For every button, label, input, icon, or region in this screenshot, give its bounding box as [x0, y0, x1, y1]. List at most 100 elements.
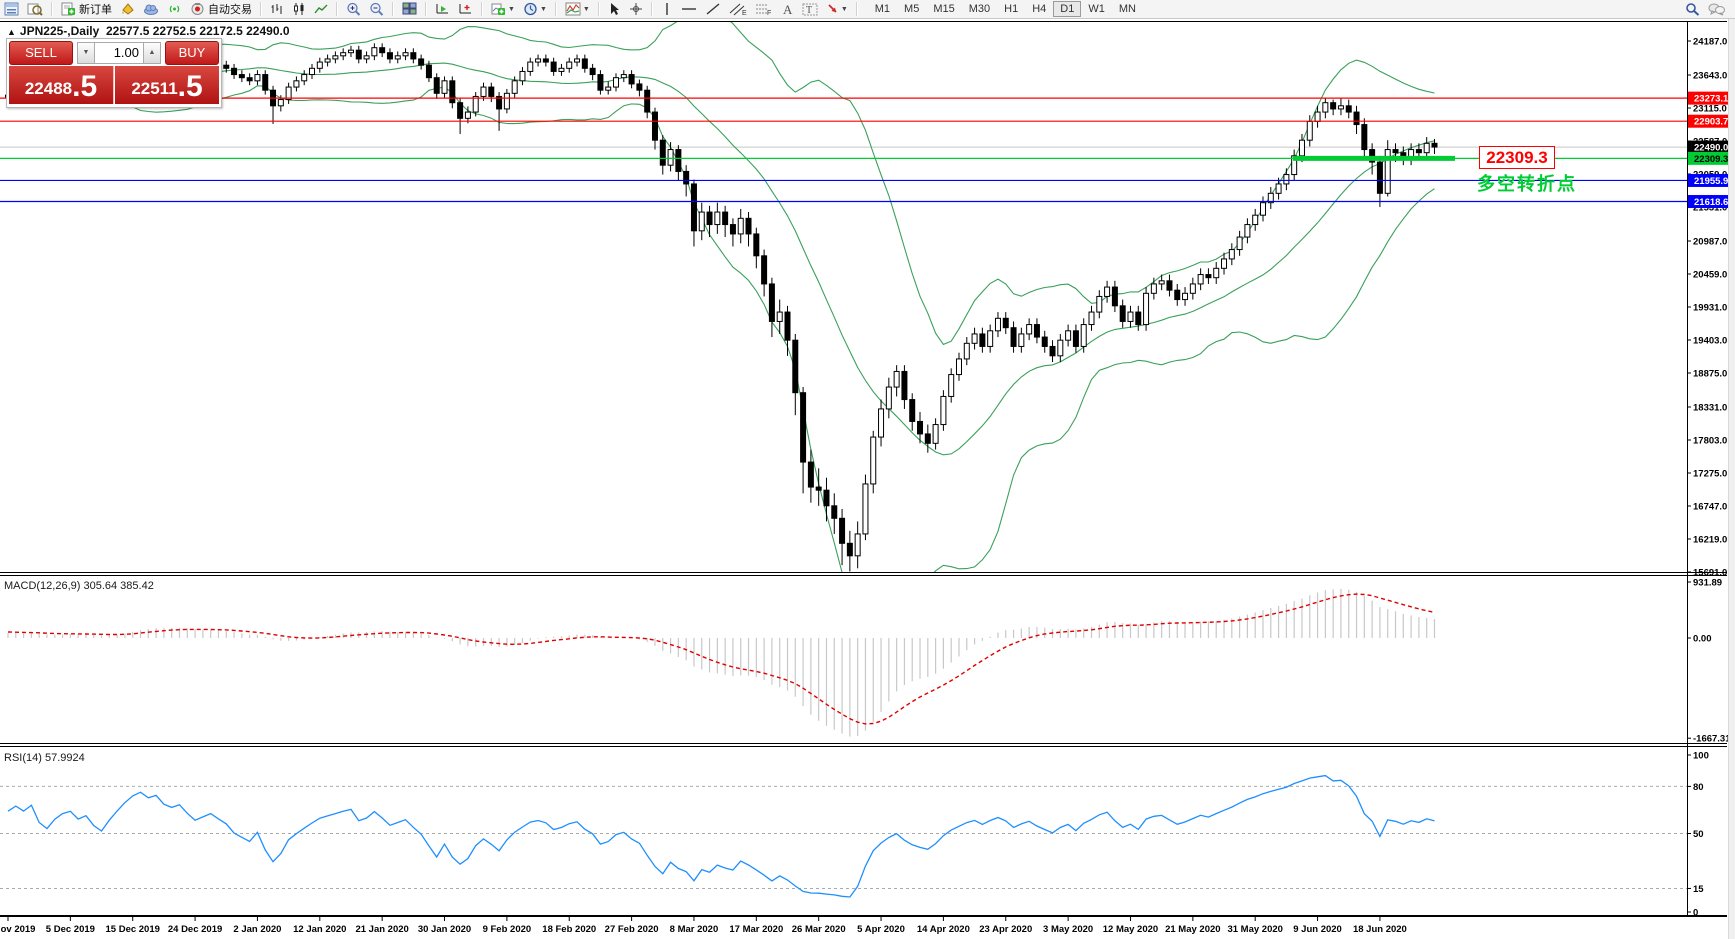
volume-input[interactable]: 1.00 — [95, 42, 143, 64]
vertical-scrollbar[interactable] — [1728, 19, 1735, 939]
buy-price-main: 22511 — [131, 79, 178, 98]
new-order-button[interactable]: 新订单 — [58, 1, 115, 17]
crosshair-button[interactable] — [626, 1, 646, 17]
svg-text:26 Mar 2020: 26 Mar 2020 — [792, 924, 846, 935]
tile-windows-button[interactable] — [399, 1, 420, 17]
preview-icon — [27, 2, 43, 16]
price-axis[interactable]: 24187.023643.023115.022587.022059.021531… — [1687, 37, 1731, 919]
svg-text:5 Dec 2019: 5 Dec 2019 — [46, 924, 95, 935]
sell-price-display[interactable]: 22488.5 — [9, 66, 114, 104]
chat-button[interactable] — [1705, 1, 1728, 17]
timeframe-h4[interactable]: H4 — [1032, 3, 1047, 15]
toolbar-separator — [392, 2, 394, 16]
timeframe-m1[interactable]: M1 — [874, 3, 891, 15]
candlestick-chart-button[interactable] — [289, 1, 309, 17]
chart-list-button[interactable] — [1, 1, 22, 17]
toolbar-separator — [51, 2, 53, 16]
horizontal-line-icon — [681, 2, 697, 16]
svg-text:22903.7: 22903.7 — [1694, 117, 1728, 128]
dropdown-arrow-icon: ▼ — [840, 5, 848, 13]
new-chart-icon — [491, 2, 506, 16]
trend-line-button[interactable] — [702, 1, 724, 17]
svg-text:21 May 2020: 21 May 2020 — [1165, 924, 1220, 935]
timeframe-m30[interactable]: M30 — [968, 3, 991, 15]
svg-text:F: F — [767, 10, 771, 16]
volume-increase-button[interactable]: ▲ — [143, 42, 161, 64]
auto-scroll-button[interactable] — [432, 1, 453, 17]
svg-text:15691.0: 15691.0 — [1693, 568, 1727, 579]
bar-chart-icon — [270, 2, 284, 16]
chat-icon — [1708, 2, 1725, 16]
auto-scroll-icon — [435, 2, 450, 16]
timeframe-m5[interactable]: M5 — [904, 3, 920, 15]
buy-price-display[interactable]: 22511.5 — [115, 66, 219, 104]
horizontal-line-objects[interactable] — [0, 97, 1687, 203]
date-axis[interactable]: 26 Nov 2019 5 Dec 2019 15 Dec 2019 24 Dec 2… — [0, 917, 1407, 935]
text-label-icon: T — [802, 2, 818, 16]
svg-text:31 May 2020: 31 May 2020 — [1227, 924, 1282, 935]
cursor-button[interactable] — [605, 1, 624, 17]
trend-line-icon — [705, 2, 721, 16]
styles-button[interactable] — [117, 1, 138, 17]
signals-button[interactable] — [164, 1, 185, 17]
price-callout-box[interactable]: 22309.3 — [1479, 146, 1555, 169]
zoom-in-button[interactable] — [343, 1, 364, 17]
equidistant-channel-button[interactable]: E — [726, 1, 750, 17]
svg-text:-1667.31: -1667.31 — [1693, 734, 1731, 745]
volume-decrease-button[interactable]: ▼ — [77, 42, 95, 64]
timeframe-d1[interactable]: D1 — [1053, 1, 1082, 17]
collapse-icon[interactable]: ▲ — [7, 27, 16, 37]
svg-text:23115.0: 23115.0 — [1693, 104, 1727, 115]
arrows-button[interactable]: ▼ — [823, 1, 851, 17]
candlesticks — [5, 43, 1438, 572]
preview-button[interactable] — [24, 1, 46, 17]
svg-text:30 Jan 2020: 30 Jan 2020 — [418, 924, 471, 935]
line-chart-button[interactable] — [311, 1, 331, 17]
search-button[interactable] — [1682, 1, 1703, 17]
text-label-button[interactable]: T — [799, 1, 821, 17]
svg-text:23643.0: 23643.0 — [1693, 71, 1727, 82]
cursor-icon — [608, 2, 621, 16]
text-button[interactable]: A — [778, 1, 797, 17]
svg-text:18 Feb 2020: 18 Feb 2020 — [542, 924, 596, 935]
line-chart-icon — [314, 2, 328, 16]
bar-chart-button[interactable] — [267, 1, 287, 17]
periods-button[interactable]: ▼ — [520, 1, 550, 17]
svg-text:16747.0: 16747.0 — [1693, 502, 1727, 513]
timeframe-m15[interactable]: M15 — [933, 3, 955, 15]
svg-text:22309.3: 22309.3 — [1694, 154, 1728, 165]
vertical-line-icon — [661, 2, 673, 16]
horizontal-line-button[interactable] — [678, 1, 700, 17]
svg-text:22490.0: 22490.0 — [1694, 143, 1728, 154]
dropdown-arrow-icon: ▼ — [582, 5, 590, 13]
svg-text:18 Jun 2020: 18 Jun 2020 — [1353, 924, 1407, 935]
chart-shift-button[interactable] — [455, 1, 476, 17]
indicators-button[interactable]: ▼ — [562, 1, 593, 17]
profiles-button[interactable] — [140, 1, 162, 17]
fibonacci-button[interactable]: F — [752, 1, 776, 17]
toolbar-separator — [481, 2, 483, 16]
price-pane[interactable] — [0, 19, 1687, 631]
svg-text:27 Feb 2020: 27 Feb 2020 — [605, 924, 659, 935]
zoom-out-button[interactable] — [366, 1, 387, 17]
timeframe-bar: M1 M5 M15 M30 H1 H4 D1 W1 MN — [868, 1, 1143, 17]
autotrading-label: 自动交易 — [208, 4, 252, 16]
timeframe-h1[interactable]: H1 — [1004, 3, 1019, 15]
buy-button[interactable]: BUY — [165, 41, 219, 65]
autotrading-button[interactable]: 自动交易 — [187, 1, 255, 17]
macd-pane[interactable] — [7, 588, 1436, 737]
chart-title: ▲ JPN225-,Daily 22577.5 22752.5 22172.5 2… — [7, 24, 290, 38]
chart-canvas[interactable]: 24187.023643.023115.022587.022059.021531… — [0, 19, 1735, 939]
svg-text:15: 15 — [1693, 884, 1704, 895]
timeframe-w1[interactable]: W1 — [1088, 3, 1105, 15]
vertical-line-button[interactable] — [658, 1, 676, 17]
svg-text:931.89: 931.89 — [1693, 577, 1722, 588]
note-text[interactable]: 多空转折点 — [1477, 174, 1577, 194]
clock-icon — [523, 2, 538, 16]
rsi-pane[interactable] — [0, 774, 1687, 898]
sell-button[interactable]: SELL — [9, 41, 73, 65]
new-chart-button[interactable]: ▼ — [488, 1, 518, 17]
svg-text:21618.6: 21618.6 — [1694, 197, 1728, 208]
dropdown-arrow-icon: ▼ — [508, 5, 515, 13]
timeframe-mn[interactable]: MN — [1118, 3, 1136, 15]
